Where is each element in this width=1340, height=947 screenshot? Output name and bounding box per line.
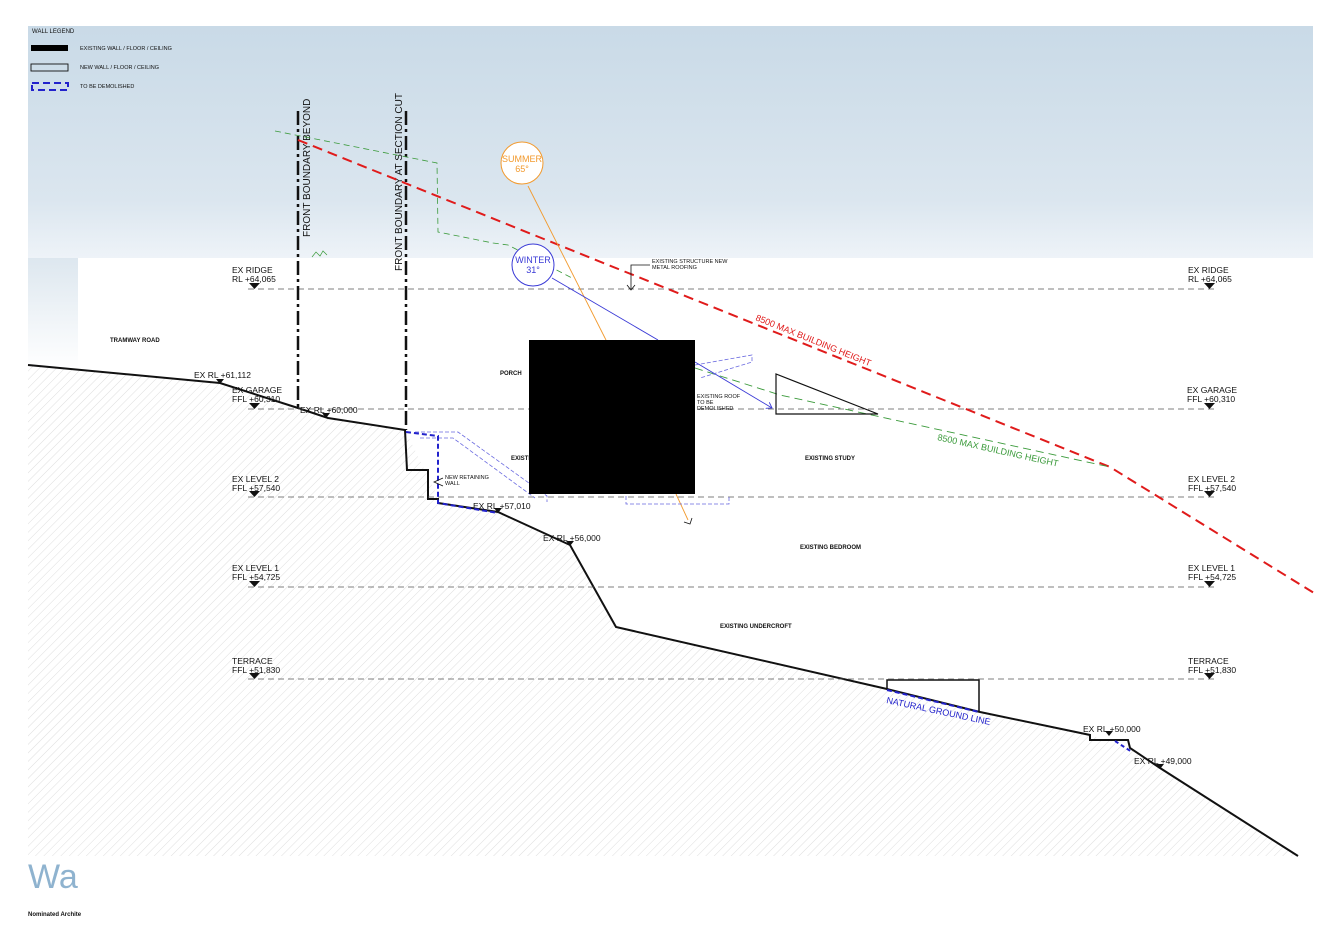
existing-study-label: EXISTING STUDY — [805, 456, 855, 462]
legend-demolish-swatch — [31, 82, 69, 91]
front-boundary-cut-label: FRONT BOUNDARY AT SECTION CUT — [394, 93, 405, 271]
structure-arrow — [626, 284, 636, 291]
summer-ray-lower — [675, 493, 689, 521]
structure-note-2: METAL ROOFING — [652, 265, 697, 271]
summer-ray-tick — [683, 517, 693, 525]
rl-markers — [216, 379, 1164, 769]
rl-label-6: EX RL +49,000 — [1134, 756, 1192, 766]
firm-name: Nominated Archite — [28, 912, 82, 918]
rl-label-4: EX RL +56,000 — [543, 533, 601, 543]
level-terrace-name-left: TERRACE — [232, 656, 273, 666]
level-garage-value-right: FFL +60,310 — [1187, 394, 1235, 404]
level-2-value-left: FFL +57,540 — [232, 483, 280, 493]
level-terrace-name-right: TERRACE — [1188, 656, 1229, 666]
building-mass — [529, 340, 695, 494]
max-height-green-line — [694, 367, 1111, 468]
legend-existing-label: EXISTING WALL / FLOOR / CEILING — [80, 46, 172, 52]
legend-new-swatch — [30, 63, 69, 72]
terrace-outline — [886, 679, 980, 712]
level-2-value-right: FFL +57,540 — [1188, 483, 1236, 493]
existing-bedroom-label: EXISTING BEDROOM — [800, 545, 861, 551]
rl-label-1: EX RL +61,112 — [194, 370, 251, 380]
wall-legend: WALL LEGEND EXISTING WALL / FLOOR / CEIL… — [30, 29, 172, 91]
green-scribble — [311, 250, 328, 258]
winter-sun-circle — [511, 243, 555, 287]
rl-label-5: EX RL +50,000 — [1083, 724, 1141, 734]
front-boundary-beyond-label: FRONT BOUNDARY BEYOND — [302, 99, 313, 237]
level-2-name-left: EX LEVEL 2 — [232, 474, 279, 484]
existing-partial-label: EXISTI — [511, 456, 530, 462]
level-markers — [249, 283, 1215, 679]
level-ridge-name-right: EX RIDGE — [1188, 265, 1229, 275]
retaining-arrow — [433, 477, 444, 487]
demolish-outlines — [415, 354, 753, 505]
level-lines — [248, 288, 1215, 680]
level-garage-name-left: EX GARAGE — [232, 385, 282, 395]
legend-new-label: NEW WALL / FLOOR / CEILING — [80, 65, 159, 71]
retaining-note-2: WALL — [445, 481, 460, 487]
summer-sun-label: SUMMER — [502, 154, 542, 164]
winter-ray-lower — [694, 361, 772, 408]
level-1-value-right: FFL +54,725 — [1188, 572, 1236, 582]
sky-left-fade — [28, 258, 78, 368]
rl-label-3: EX RL +57,010 — [473, 501, 531, 511]
roof-triangle — [775, 373, 879, 415]
existing-undercroft-label: EXISTING UNDERCROFT — [720, 624, 792, 630]
legend-existing-swatch — [31, 45, 68, 51]
winter-sun-label: WINTER — [515, 255, 551, 265]
winter-ray — [551, 277, 659, 341]
demolish-dash-right — [1114, 740, 1133, 753]
summer-ray — [527, 185, 607, 341]
legend-demolish-label: TO BE DEMOLISHED — [80, 84, 134, 90]
demolish-wall — [405, 431, 499, 514]
level-1-value-left: FFL +54,725 — [232, 572, 280, 582]
max-height-green-label: 8500 MAX BUILDING HEIGHT — [937, 432, 1060, 469]
sky-band — [28, 26, 1313, 258]
level-garage-name-right: EX GARAGE — [1187, 385, 1237, 395]
structure-note-1: EXISTING STRUCTURE NEW — [652, 259, 728, 265]
retaining-note-1: NEW RETAINING — [445, 475, 489, 481]
tramway-road-label: TRAMWAY ROAD — [110, 338, 160, 344]
max-height-red-line — [297, 139, 1315, 594]
level-ridge-value-left: RL +64,065 — [232, 274, 276, 284]
winter-sun-angle: 31° — [526, 265, 540, 275]
roof-note-3: DEMOLISHED — [697, 406, 733, 412]
max-height-red-label: 8500 MAX BUILDING HEIGHT — [754, 313, 873, 369]
level-ridge-name-left: EX RIDGE — [232, 265, 273, 275]
legend-title: WALL LEGEND — [32, 29, 75, 35]
roof-note-2: TO BE — [697, 400, 714, 406]
level-1-name-left: EX LEVEL 1 — [232, 563, 279, 573]
watermark-text: Wa — [28, 858, 78, 896]
level-terrace-value-left: FFL +51,830 — [232, 665, 280, 675]
roof-note-1: EXISTING ROOF — [697, 394, 741, 400]
level-1-name-right: EX LEVEL 1 — [1188, 563, 1235, 573]
level-terrace-value-right: FFL +51,830 — [1188, 665, 1236, 675]
ground-hatch — [28, 365, 1298, 856]
existing-outline-green — [274, 130, 573, 279]
level-garage-value-left: FFL +60,310 — [232, 394, 280, 404]
summer-sun-circle — [500, 141, 544, 185]
structure-leader — [630, 264, 650, 289]
summer-sun-angle: 65° — [515, 164, 529, 174]
level-2-name-right: EX LEVEL 2 — [1188, 474, 1235, 484]
rl-label-2: EX RL +60,000 — [300, 405, 358, 415]
level-ridge-value-right: RL +64,065 — [1188, 274, 1232, 284]
porch-label: PORCH — [500, 371, 522, 377]
